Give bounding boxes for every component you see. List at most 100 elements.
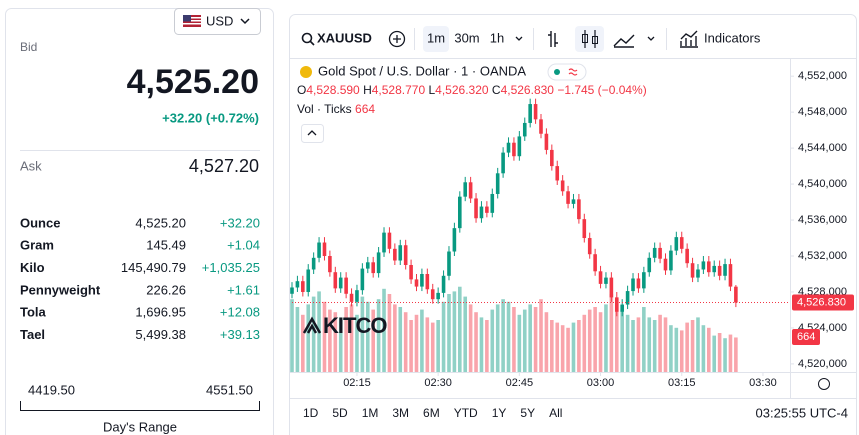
volume-bar: [393, 304, 397, 372]
candles-button[interactable]: [575, 26, 604, 52]
indicators[interactable]: Indicators: [704, 30, 761, 45]
candle-body: [604, 277, 608, 284]
candle-body: [371, 262, 375, 274]
last-price-box: [792, 294, 854, 311]
volume-bar: [414, 314, 419, 372]
volume-bar: [382, 288, 386, 372]
y-tick-label: 4,544,000: [798, 142, 847, 154]
ohlc-letter: C: [492, 83, 501, 97]
symbol[interactable]: XAUUSD: [317, 30, 372, 45]
unit-price: 1,696.95: [135, 305, 186, 320]
ask-label: Ask: [20, 158, 42, 173]
candle-body: [398, 245, 403, 261]
volume-bar: [571, 322, 576, 372]
candle-body: [609, 277, 614, 298]
volume-bar: [468, 304, 473, 372]
compare-button[interactable]: [388, 30, 406, 48]
volume-legend: Vol · Ticks 664: [297, 102, 375, 116]
volume-bar: [463, 296, 468, 372]
interval[interactable]: 30m: [454, 30, 479, 45]
interval[interactable]: 1m: [427, 30, 445, 45]
range-button[interactable]: 1D: [303, 406, 319, 420]
volume-bar: [485, 320, 489, 372]
range-button[interactable]: 5Y: [520, 406, 535, 420]
unit-price: 226.26: [146, 282, 186, 297]
candle-body: [458, 196, 462, 229]
unit-name: Tael: [20, 327, 45, 342]
volume-bar: [371, 309, 375, 372]
candle-body: [631, 278, 635, 292]
candle-body: [311, 257, 316, 270]
candle-body: [728, 264, 733, 287]
candle-body: [528, 104, 532, 123]
candle-body: [463, 182, 468, 197]
ohlc-letter: L: [428, 83, 435, 97]
volume-bar: [398, 307, 403, 372]
last-volume-label: 664: [797, 331, 815, 343]
symbol-logo: [300, 66, 312, 78]
x-tick-label: 02:45: [506, 377, 534, 389]
candle-body: [382, 232, 386, 253]
indicators-icon[interactable]: [680, 30, 698, 48]
range-button[interactable]: 6M: [423, 406, 440, 420]
volume-bar: [328, 309, 332, 372]
volume-bar: [333, 312, 338, 372]
interval[interactable]: 1h: [490, 30, 504, 45]
volume-bar: [522, 309, 527, 372]
range-button[interactable]: 5D: [332, 406, 348, 420]
volume-bar: [301, 314, 305, 372]
collapse-button[interactable]: [301, 124, 324, 143]
candle-body: [506, 142, 511, 153]
range-button[interactable]: YTD: [454, 406, 478, 420]
candle-body: [355, 290, 359, 302]
ohlc-value: 4,526.320: [435, 83, 489, 97]
volume-bar: [425, 317, 430, 372]
last-price-label: 4,526.830: [797, 296, 846, 308]
volume-bar: [458, 286, 462, 372]
candle-body: [447, 251, 451, 276]
bars-icon[interactable]: [548, 31, 558, 47]
volume-bar: [717, 333, 722, 372]
candle-body: [420, 273, 424, 287]
volume-bar: [723, 338, 727, 372]
watermark-text: KITCO: [323, 313, 387, 338]
candle-body: [717, 265, 722, 276]
volume-bar: [690, 320, 695, 372]
area-icon[interactable]: [613, 34, 635, 48]
volume-bar: [609, 294, 614, 372]
range-button[interactable]: 1Y: [492, 406, 507, 420]
unit-name: Kilo: [20, 260, 45, 275]
watermark: KITCO: [302, 313, 388, 338]
volume-bar: [506, 301, 511, 372]
settings-icon[interactable]: [818, 378, 830, 390]
candle-body: [723, 264, 727, 276]
candle-body: [328, 256, 332, 273]
volume-bar: [560, 325, 565, 372]
chevron[interactable]: [515, 36, 523, 41]
candle-body: [674, 237, 679, 251]
candle-body: [696, 269, 700, 278]
volume-value: 664: [355, 102, 375, 116]
range-button[interactable]: 3M: [392, 406, 409, 420]
search-icon[interactable]: [301, 32, 313, 44]
status-badge: [547, 63, 587, 81]
candle-body: [365, 262, 370, 269]
chevron[interactable]: [647, 36, 655, 41]
candle-body: [485, 206, 489, 213]
candle-body: [322, 242, 327, 257]
candle-body: [317, 242, 321, 258]
y-tick-label: 4,532,000: [798, 250, 847, 262]
candle-body: [642, 272, 646, 289]
volume-bar: [701, 325, 706, 372]
range-button[interactable]: All: [549, 406, 562, 420]
y-tick-label: 4,520,000: [798, 358, 847, 370]
x-tick-label: 02:30: [424, 377, 452, 389]
flag-icon: [183, 15, 201, 27]
volume-bar: [663, 317, 668, 372]
volume-bar: [365, 301, 370, 372]
ask-price: 4,527.20: [189, 156, 259, 176]
candle-body: [533, 104, 538, 120]
volume-bar: [679, 330, 684, 372]
y-tick-label: 4,536,000: [798, 214, 847, 226]
range-button[interactable]: 1M: [362, 406, 379, 420]
